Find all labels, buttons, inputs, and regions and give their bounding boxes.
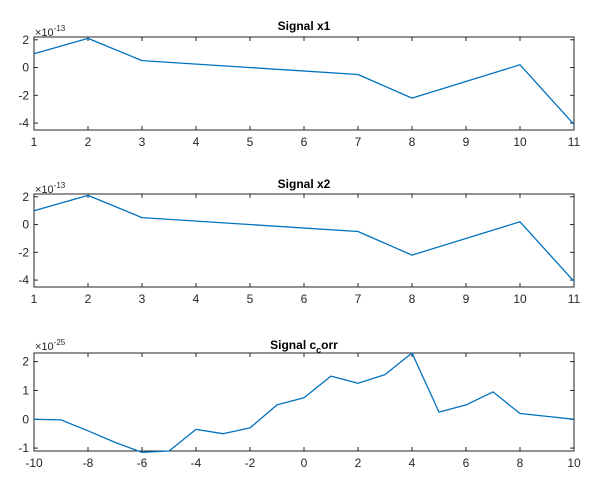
- x-tick-label: 5: [247, 292, 254, 306]
- y-tick-label: -4: [18, 273, 29, 287]
- x-tick-label: 2: [85, 135, 92, 149]
- y-tick-label: 0: [22, 412, 29, 426]
- subplot-1-series: [33, 37, 575, 125]
- y-tick-label: 0: [22, 218, 29, 232]
- x-tick-label: -6: [137, 456, 148, 470]
- x-tick-label: 6: [301, 292, 308, 306]
- x-tick-label: 10: [513, 135, 527, 149]
- x-tick-label: 2: [355, 456, 362, 470]
- x-tick-label: -2: [245, 456, 256, 470]
- x-tick-label: 7: [355, 135, 362, 149]
- subplot-3-title: Signal ccorr: [270, 338, 338, 355]
- x-tick-label: 4: [409, 456, 416, 470]
- x-tick-label: 0: [301, 456, 308, 470]
- y-tick-label: 2: [22, 190, 29, 204]
- subplot-signal-x1: Signal x1 ×10-13 1 2 3 4 5 6 7 8 9 10 11 2 0 -2 -4: [18, 19, 580, 149]
- x-tick-label: 9: [463, 292, 470, 306]
- y-tick-label: -2: [18, 88, 29, 102]
- x-tick-label: 4: [193, 292, 200, 306]
- x-tick-label: 8: [409, 135, 416, 149]
- y-tick-label: 2: [22, 355, 29, 369]
- subplot-2-title: Signal x2: [278, 177, 331, 191]
- x-tick-label: 1: [31, 292, 38, 306]
- subplot-1-exponent: ×10-13: [35, 24, 66, 39]
- subplot-2-axes: [33, 193, 575, 288]
- subplot-2-series: [33, 194, 575, 282]
- x-tick-label: 1: [31, 135, 38, 149]
- x-tick-label: 10: [567, 456, 581, 470]
- subplot-1-title: Signal x1: [278, 19, 331, 33]
- subplot-3-series: [33, 352, 575, 454]
- x-tick-label: 7: [355, 292, 362, 306]
- y-tick-label: 1: [22, 383, 29, 397]
- subplot-1-axes: [33, 36, 575, 131]
- x-tick-label: -10: [25, 456, 43, 470]
- x-tick-label: -4: [191, 456, 202, 470]
- x-tick-label: 6: [301, 135, 308, 149]
- subplot-signal-x2: Signal x2 ×10-13 1 2 3 4 5 6 7 8 9 10 11 2 0 -2 -4: [18, 177, 580, 306]
- x-tick-label: 4: [193, 135, 200, 149]
- subplot-signal-corr: Signal ccorr ×10-25 -10 -8 -6 -4 -2 0 2 4 6 8 1021…: [18, 338, 581, 470]
- x-tick-label: -8: [83, 456, 94, 470]
- x-tick-label: 6: [463, 456, 470, 470]
- x-tick-label: 11: [568, 135, 581, 149]
- x-tick-label: 10: [513, 292, 527, 306]
- x-tick-label: 8: [409, 292, 416, 306]
- series-line: [33, 352, 575, 454]
- subplot-3-exponent: ×10-25: [35, 338, 66, 353]
- x-tick-label: 9: [463, 135, 470, 149]
- y-tick-label: -1: [18, 441, 29, 455]
- subplot-2-ticks: 1 2 3 4 5 6 7 8 9 10 11 2 0 -2 -4: [18, 190, 580, 306]
- subplot-3-axes: [33, 352, 575, 452]
- x-tick-label: 5: [247, 135, 254, 149]
- y-tick-label: 0: [22, 61, 29, 75]
- x-tick-label: 3: [139, 292, 146, 306]
- series-line: [33, 194, 575, 282]
- subplot-1-ticks: 1 2 3 4 5 6 7 8 9 10 11 2 0 -2 -4: [18, 33, 580, 149]
- x-tick-label: 8: [517, 456, 524, 470]
- y-tick-label: -2: [18, 245, 29, 259]
- series-line: [33, 37, 575, 125]
- subplot-2-exponent: ×10-13: [35, 181, 66, 196]
- x-tick-label: 11: [568, 292, 581, 306]
- y-tick-label: 2: [22, 33, 29, 47]
- y-tick-label: -4: [18, 116, 29, 130]
- x-tick-label: 3: [139, 135, 146, 149]
- x-tick-label: 2: [85, 292, 92, 306]
